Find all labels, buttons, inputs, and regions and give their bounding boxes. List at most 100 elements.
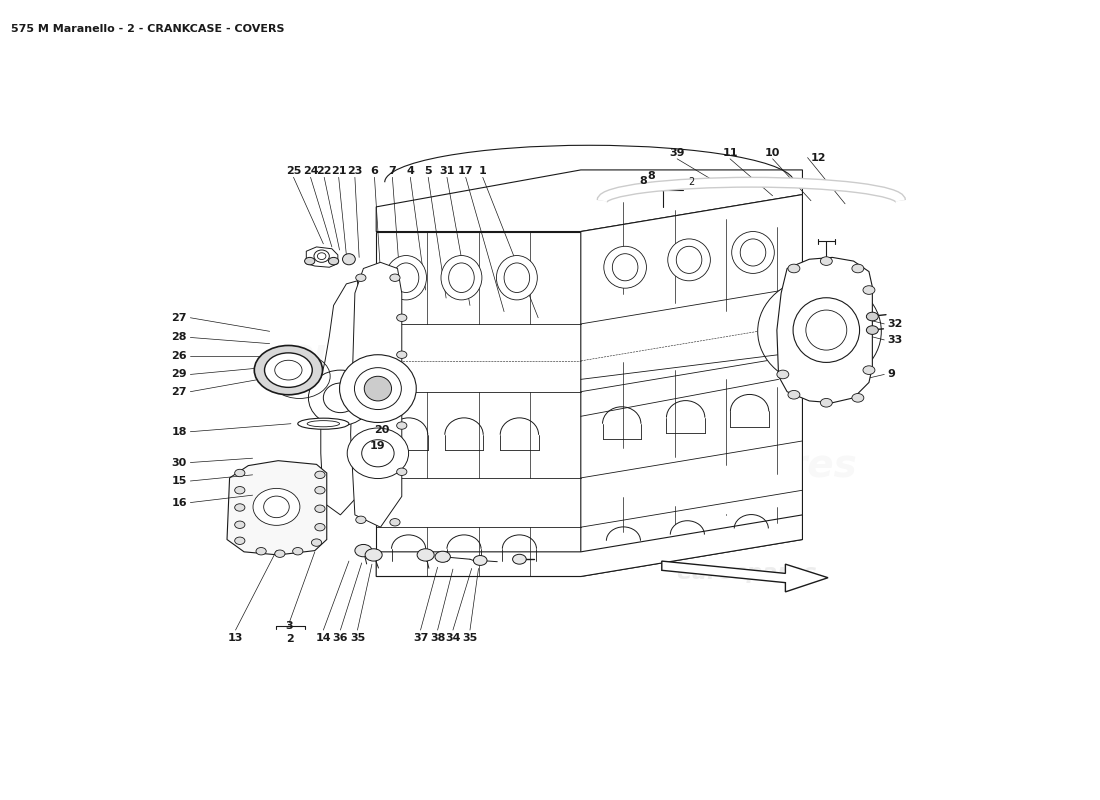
Circle shape	[315, 523, 326, 531]
Circle shape	[234, 486, 245, 494]
Circle shape	[264, 353, 312, 387]
Circle shape	[397, 351, 407, 358]
Ellipse shape	[342, 254, 355, 265]
Ellipse shape	[604, 246, 647, 288]
Text: 18: 18	[172, 426, 187, 437]
Text: 19: 19	[370, 441, 385, 451]
Text: 6: 6	[371, 166, 378, 176]
Text: 2: 2	[689, 178, 695, 187]
Circle shape	[851, 264, 864, 273]
Circle shape	[473, 555, 487, 566]
Circle shape	[329, 258, 339, 265]
Circle shape	[788, 390, 800, 399]
Circle shape	[355, 274, 366, 282]
Text: 35: 35	[350, 633, 365, 643]
Ellipse shape	[441, 255, 482, 300]
Text: 8: 8	[648, 171, 656, 181]
Ellipse shape	[348, 428, 408, 478]
Text: 25: 25	[286, 166, 301, 176]
Circle shape	[777, 370, 789, 378]
Polygon shape	[662, 561, 828, 592]
Text: 29: 29	[172, 370, 187, 379]
Text: 15: 15	[172, 476, 187, 486]
Ellipse shape	[323, 383, 358, 413]
Ellipse shape	[806, 310, 847, 350]
Text: 36: 36	[332, 633, 348, 643]
Circle shape	[864, 286, 874, 294]
Circle shape	[315, 505, 326, 513]
Ellipse shape	[340, 354, 416, 422]
Text: 31: 31	[439, 166, 454, 176]
Ellipse shape	[613, 254, 638, 281]
Text: eurospares: eurospares	[287, 336, 534, 374]
Text: 26: 26	[172, 351, 187, 361]
Text: 10: 10	[764, 147, 780, 158]
Circle shape	[355, 545, 372, 557]
Ellipse shape	[264, 496, 289, 518]
Ellipse shape	[676, 246, 702, 274]
Text: 11: 11	[723, 147, 738, 158]
Text: 4: 4	[406, 166, 415, 176]
Ellipse shape	[449, 263, 474, 293]
Circle shape	[275, 360, 302, 380]
Circle shape	[434, 551, 450, 562]
Polygon shape	[777, 258, 872, 402]
Ellipse shape	[298, 418, 349, 430]
Text: 575 M Maranello - 2 - CRANKCASE - COVERS: 575 M Maranello - 2 - CRANKCASE - COVERS	[11, 24, 285, 34]
Circle shape	[311, 539, 321, 546]
Circle shape	[864, 366, 874, 374]
Text: 3: 3	[285, 621, 293, 631]
Text: 23: 23	[348, 166, 363, 176]
Text: 20: 20	[374, 425, 389, 435]
Text: 17: 17	[458, 166, 473, 176]
Ellipse shape	[740, 239, 766, 266]
Circle shape	[256, 547, 266, 555]
Circle shape	[788, 264, 800, 273]
Polygon shape	[227, 461, 327, 555]
Circle shape	[397, 468, 407, 475]
Ellipse shape	[253, 488, 300, 526]
Text: 13: 13	[228, 633, 243, 643]
Circle shape	[851, 394, 864, 402]
Ellipse shape	[793, 298, 859, 362]
Ellipse shape	[386, 255, 427, 300]
Text: 32: 32	[888, 319, 903, 329]
Ellipse shape	[308, 370, 373, 426]
Circle shape	[305, 258, 315, 265]
Ellipse shape	[362, 440, 394, 467]
Circle shape	[293, 547, 303, 555]
Text: 8: 8	[639, 176, 647, 186]
Ellipse shape	[394, 263, 419, 293]
Ellipse shape	[314, 250, 329, 262]
Text: 28: 28	[172, 333, 187, 342]
Circle shape	[397, 422, 407, 430]
Ellipse shape	[364, 376, 392, 401]
Circle shape	[867, 312, 878, 321]
Circle shape	[315, 486, 326, 494]
Text: 33: 33	[888, 335, 903, 345]
Text: 2: 2	[286, 634, 294, 644]
Text: 30: 30	[172, 458, 187, 467]
Circle shape	[234, 470, 245, 477]
Text: 21: 21	[331, 166, 346, 176]
Circle shape	[234, 504, 245, 511]
Circle shape	[355, 516, 366, 523]
Text: 22: 22	[317, 166, 332, 176]
Text: 16: 16	[172, 498, 187, 507]
Circle shape	[389, 274, 400, 282]
Text: 35: 35	[462, 633, 477, 643]
Polygon shape	[376, 515, 803, 577]
Circle shape	[821, 398, 833, 407]
Text: 1: 1	[478, 166, 486, 176]
Circle shape	[389, 518, 400, 526]
Circle shape	[417, 549, 434, 561]
Ellipse shape	[732, 231, 774, 274]
Text: 12: 12	[811, 153, 826, 162]
Text: 27: 27	[172, 313, 187, 322]
Text: eurospares: eurospares	[676, 563, 817, 583]
Ellipse shape	[354, 368, 402, 410]
Ellipse shape	[504, 263, 530, 293]
Circle shape	[365, 549, 382, 561]
Circle shape	[254, 346, 322, 394]
Ellipse shape	[318, 253, 326, 259]
